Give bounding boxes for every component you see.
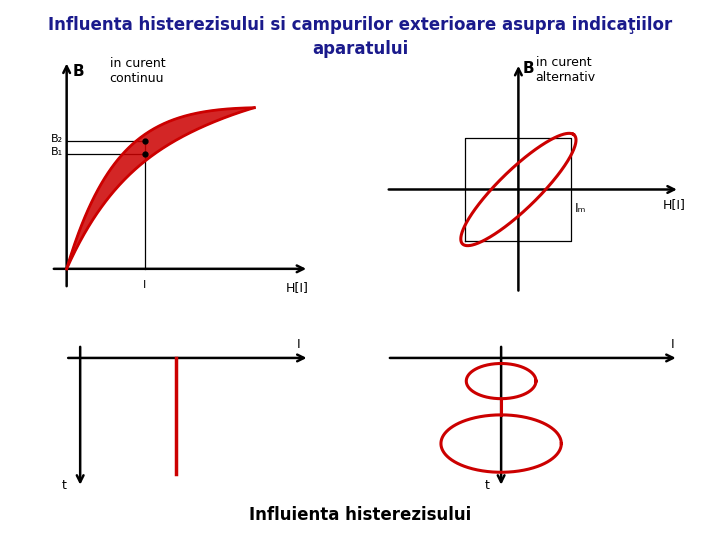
Text: Iₘ: Iₘ	[575, 202, 585, 215]
Text: in curent
alternativ: in curent alternativ	[536, 56, 596, 84]
Text: I: I	[297, 338, 300, 351]
Text: B₁: B₁	[50, 147, 63, 157]
Polygon shape	[67, 107, 254, 269]
Text: I: I	[670, 338, 674, 351]
Text: Influenta histerezisului si campurilor exterioare asupra indicaţiilor
aparatului: Influenta histerezisului si campurilor e…	[48, 16, 672, 58]
Text: t: t	[485, 479, 490, 492]
Text: H[I]: H[I]	[662, 198, 685, 211]
Text: B: B	[73, 64, 84, 79]
Text: H[I]: H[I]	[286, 281, 309, 294]
Text: t: t	[62, 479, 67, 492]
Text: B: B	[523, 61, 535, 76]
Text: B₂: B₂	[50, 133, 63, 144]
Text: I: I	[143, 280, 147, 290]
Text: Influienta histerezisului: Influienta histerezisului	[249, 506, 471, 524]
Text: in curent
continuu: in curent continuu	[109, 57, 166, 85]
